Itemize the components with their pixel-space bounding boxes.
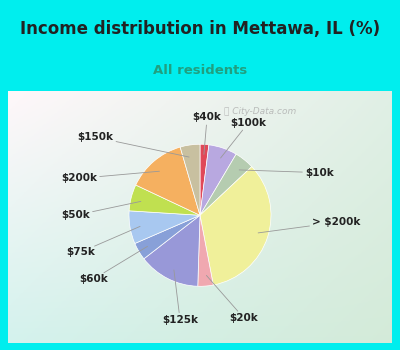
Wedge shape [136,147,200,215]
Text: $40k: $40k [193,112,222,154]
Text: $60k: $60k [79,246,148,284]
Text: $75k: $75k [66,226,140,257]
Text: $20k: $20k [206,275,258,323]
Wedge shape [129,211,200,244]
Text: ⓘ City-Data.com: ⓘ City-Data.com [224,107,296,116]
Text: All residents: All residents [153,64,247,77]
Text: $200k: $200k [61,171,160,183]
Wedge shape [200,167,271,285]
Wedge shape [200,154,252,215]
Text: $100k: $100k [220,118,266,158]
Text: $125k: $125k [162,270,198,326]
Wedge shape [135,215,200,259]
Text: Income distribution in Mettawa, IL (%): Income distribution in Mettawa, IL (%) [20,20,380,38]
Wedge shape [198,215,213,286]
Text: $50k: $50k [61,201,141,220]
Wedge shape [180,144,200,215]
Text: $150k: $150k [77,132,189,157]
Wedge shape [129,185,200,215]
Text: $10k: $10k [239,168,334,178]
Text: > $200k: > $200k [258,217,360,233]
Wedge shape [144,215,200,286]
Wedge shape [200,144,209,215]
Wedge shape [200,145,236,215]
